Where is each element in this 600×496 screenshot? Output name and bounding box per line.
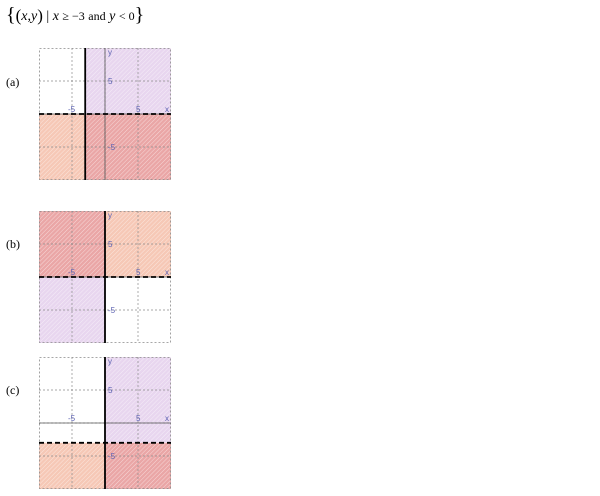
tuple-close-paren: ) [37, 6, 43, 25]
x-tick-neg5: -5 [68, 414, 76, 423]
inequality-graph-0: y x 5 -5 5 -5 [39, 48, 171, 180]
shaded-region-lavender [105, 357, 171, 443]
option-c-label[interactable]: (c) [6, 383, 20, 397]
inequality-graph-1: y x 5 -5 5 -5 [39, 211, 171, 343]
x-axis-label: x [165, 105, 169, 114]
option-b-graph[interactable]: y x 5 -5 5 -5 [39, 211, 171, 343]
condition-1-relation: ≥ −3 [62, 9, 85, 23]
x-tick-neg5: -5 [68, 105, 76, 114]
y-tick-5: 5 [108, 240, 113, 249]
condition-1-var: x [52, 9, 59, 24]
x-axis-label: x [165, 268, 169, 277]
tuple-comma: , [27, 9, 32, 24]
tuple-open-paren: ( [15, 6, 22, 25]
option-c-graph[interactable]: y x 5 -5 5 -5 [39, 357, 171, 489]
y-axis-label: y [108, 48, 112, 57]
shaded-region-pink [39, 114, 86, 180]
set-close-brace: } [134, 4, 145, 26]
question-set-notation: {(x,y) | x ≥ −3 and y < 0} [6, 4, 144, 26]
x-tick-5: 5 [136, 414, 141, 423]
condition-2-relation: < 0 [118, 9, 135, 23]
x-tick-neg5: -5 [68, 268, 76, 277]
such-that-bar: | [46, 9, 50, 24]
x-tick-5: 5 [136, 268, 141, 277]
x-axis-label: x [165, 414, 169, 423]
option-a-label[interactable]: (a) [6, 75, 20, 89]
set-open-brace: { [6, 4, 16, 26]
y-tick-5: 5 [108, 77, 113, 86]
inequality-graph-2: y x 5 -5 5 -5 [39, 357, 171, 489]
y-tick-neg5: -5 [108, 143, 116, 152]
x-tick-5: 5 [136, 105, 141, 114]
y-tick-neg5: -5 [108, 306, 116, 315]
tuple-var-y: y [31, 9, 38, 24]
y-axis-label: y [108, 211, 112, 220]
y-tick-5: 5 [108, 386, 113, 395]
condition-2-var: y [109, 9, 116, 24]
connector-and: and [88, 9, 106, 23]
option-a-graph[interactable]: y x 5 -5 5 -5 [39, 48, 171, 180]
tuple-var-x: x [21, 9, 28, 24]
y-axis-label: y [108, 357, 112, 366]
y-tick-neg5: -5 [108, 452, 116, 461]
option-b-label[interactable]: (b) [6, 237, 20, 251]
